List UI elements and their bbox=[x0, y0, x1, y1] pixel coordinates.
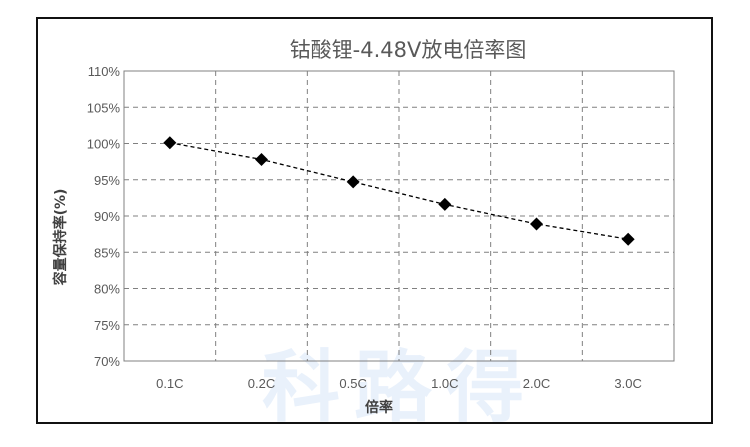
x-axis-title: 倍率 bbox=[365, 399, 393, 416]
y-tick-label: 110% bbox=[88, 64, 121, 79]
x-tick-label: 1.0C bbox=[431, 376, 458, 391]
data-point-marker bbox=[530, 217, 543, 231]
data-point-marker bbox=[438, 197, 452, 211]
data-point-marker bbox=[621, 232, 635, 246]
data-point-marker bbox=[255, 152, 268, 166]
chart-frame: 科路得 钴酸锂-4.48V放电倍率图 70% 75% 80% 85% 90% 95% 100… bbox=[36, 17, 713, 424]
x-tick-label: 3.0C bbox=[614, 376, 641, 391]
y-tick-label: 105% bbox=[87, 100, 121, 115]
x-tick-label: 0.5C bbox=[339, 376, 366, 391]
y-tick-label: 95% bbox=[94, 173, 120, 188]
y-tick-label: 85% bbox=[94, 245, 120, 260]
plot-area: 70% 75% 80% 85% 90% 95% 100% 105% 110% 0.1C 0.2C 0.… bbox=[87, 64, 675, 391]
x-tick-label: 2.0C bbox=[523, 376, 550, 391]
y-axis-title: 容量保持率(%) bbox=[52, 189, 69, 287]
y-tick-label: 80% bbox=[94, 282, 120, 297]
data-point-marker bbox=[163, 136, 177, 150]
x-tick-label: 0.1C bbox=[156, 376, 183, 391]
plot-border bbox=[123, 70, 675, 362]
series-line bbox=[169, 142, 629, 240]
y-tick-label: 100% bbox=[87, 137, 121, 152]
y-tick-label: 75% bbox=[94, 318, 120, 333]
watermark-text: 科路得 bbox=[262, 343, 538, 422]
y-tick-label: 70% bbox=[94, 354, 120, 369]
chart: 科路得 钴酸锂-4.48V放电倍率图 70% 75% 80% 85% 90% 95% 100… bbox=[52, 38, 675, 422]
chart-title: 钴酸锂-4.48V放电倍率图 bbox=[290, 38, 527, 62]
y-tick-label: 90% bbox=[94, 209, 120, 224]
data-point-marker bbox=[346, 175, 360, 189]
x-tick-label: 0.2C bbox=[248, 376, 275, 391]
